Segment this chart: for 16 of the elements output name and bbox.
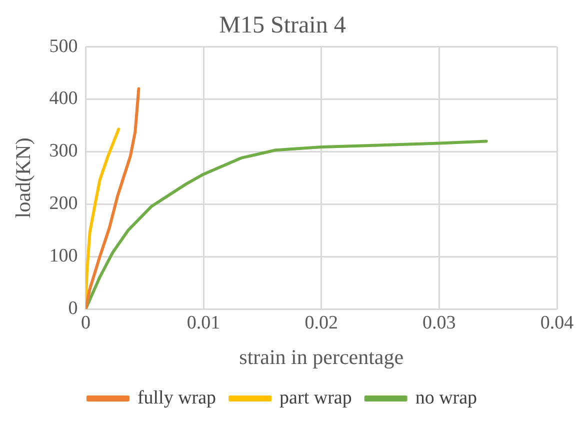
- y-axis-title: load(KN): [11, 138, 36, 218]
- legend-label: part wrap: [280, 387, 352, 408]
- legend-label: no wrap: [415, 387, 478, 408]
- legend-label: fully wrap: [137, 387, 216, 408]
- x-tick-label: 0.04: [540, 312, 574, 334]
- x-tick-label: 0.03: [422, 312, 456, 334]
- chart-title: M15 Strain 4: [219, 12, 346, 39]
- y-tick-label: 200: [49, 193, 78, 214]
- y-tick-label: 400: [49, 88, 78, 110]
- y-tick-label: 500: [49, 36, 78, 57]
- y-tick-label: 100: [49, 246, 78, 267]
- y-tick-label: 300: [49, 140, 78, 162]
- y-tick-label: 0: [68, 298, 78, 319]
- x-tick-label: 0.02: [304, 312, 338, 334]
- x-axis-title: strain in percentage: [239, 344, 404, 369]
- x-tick-label: 0.01: [186, 312, 220, 334]
